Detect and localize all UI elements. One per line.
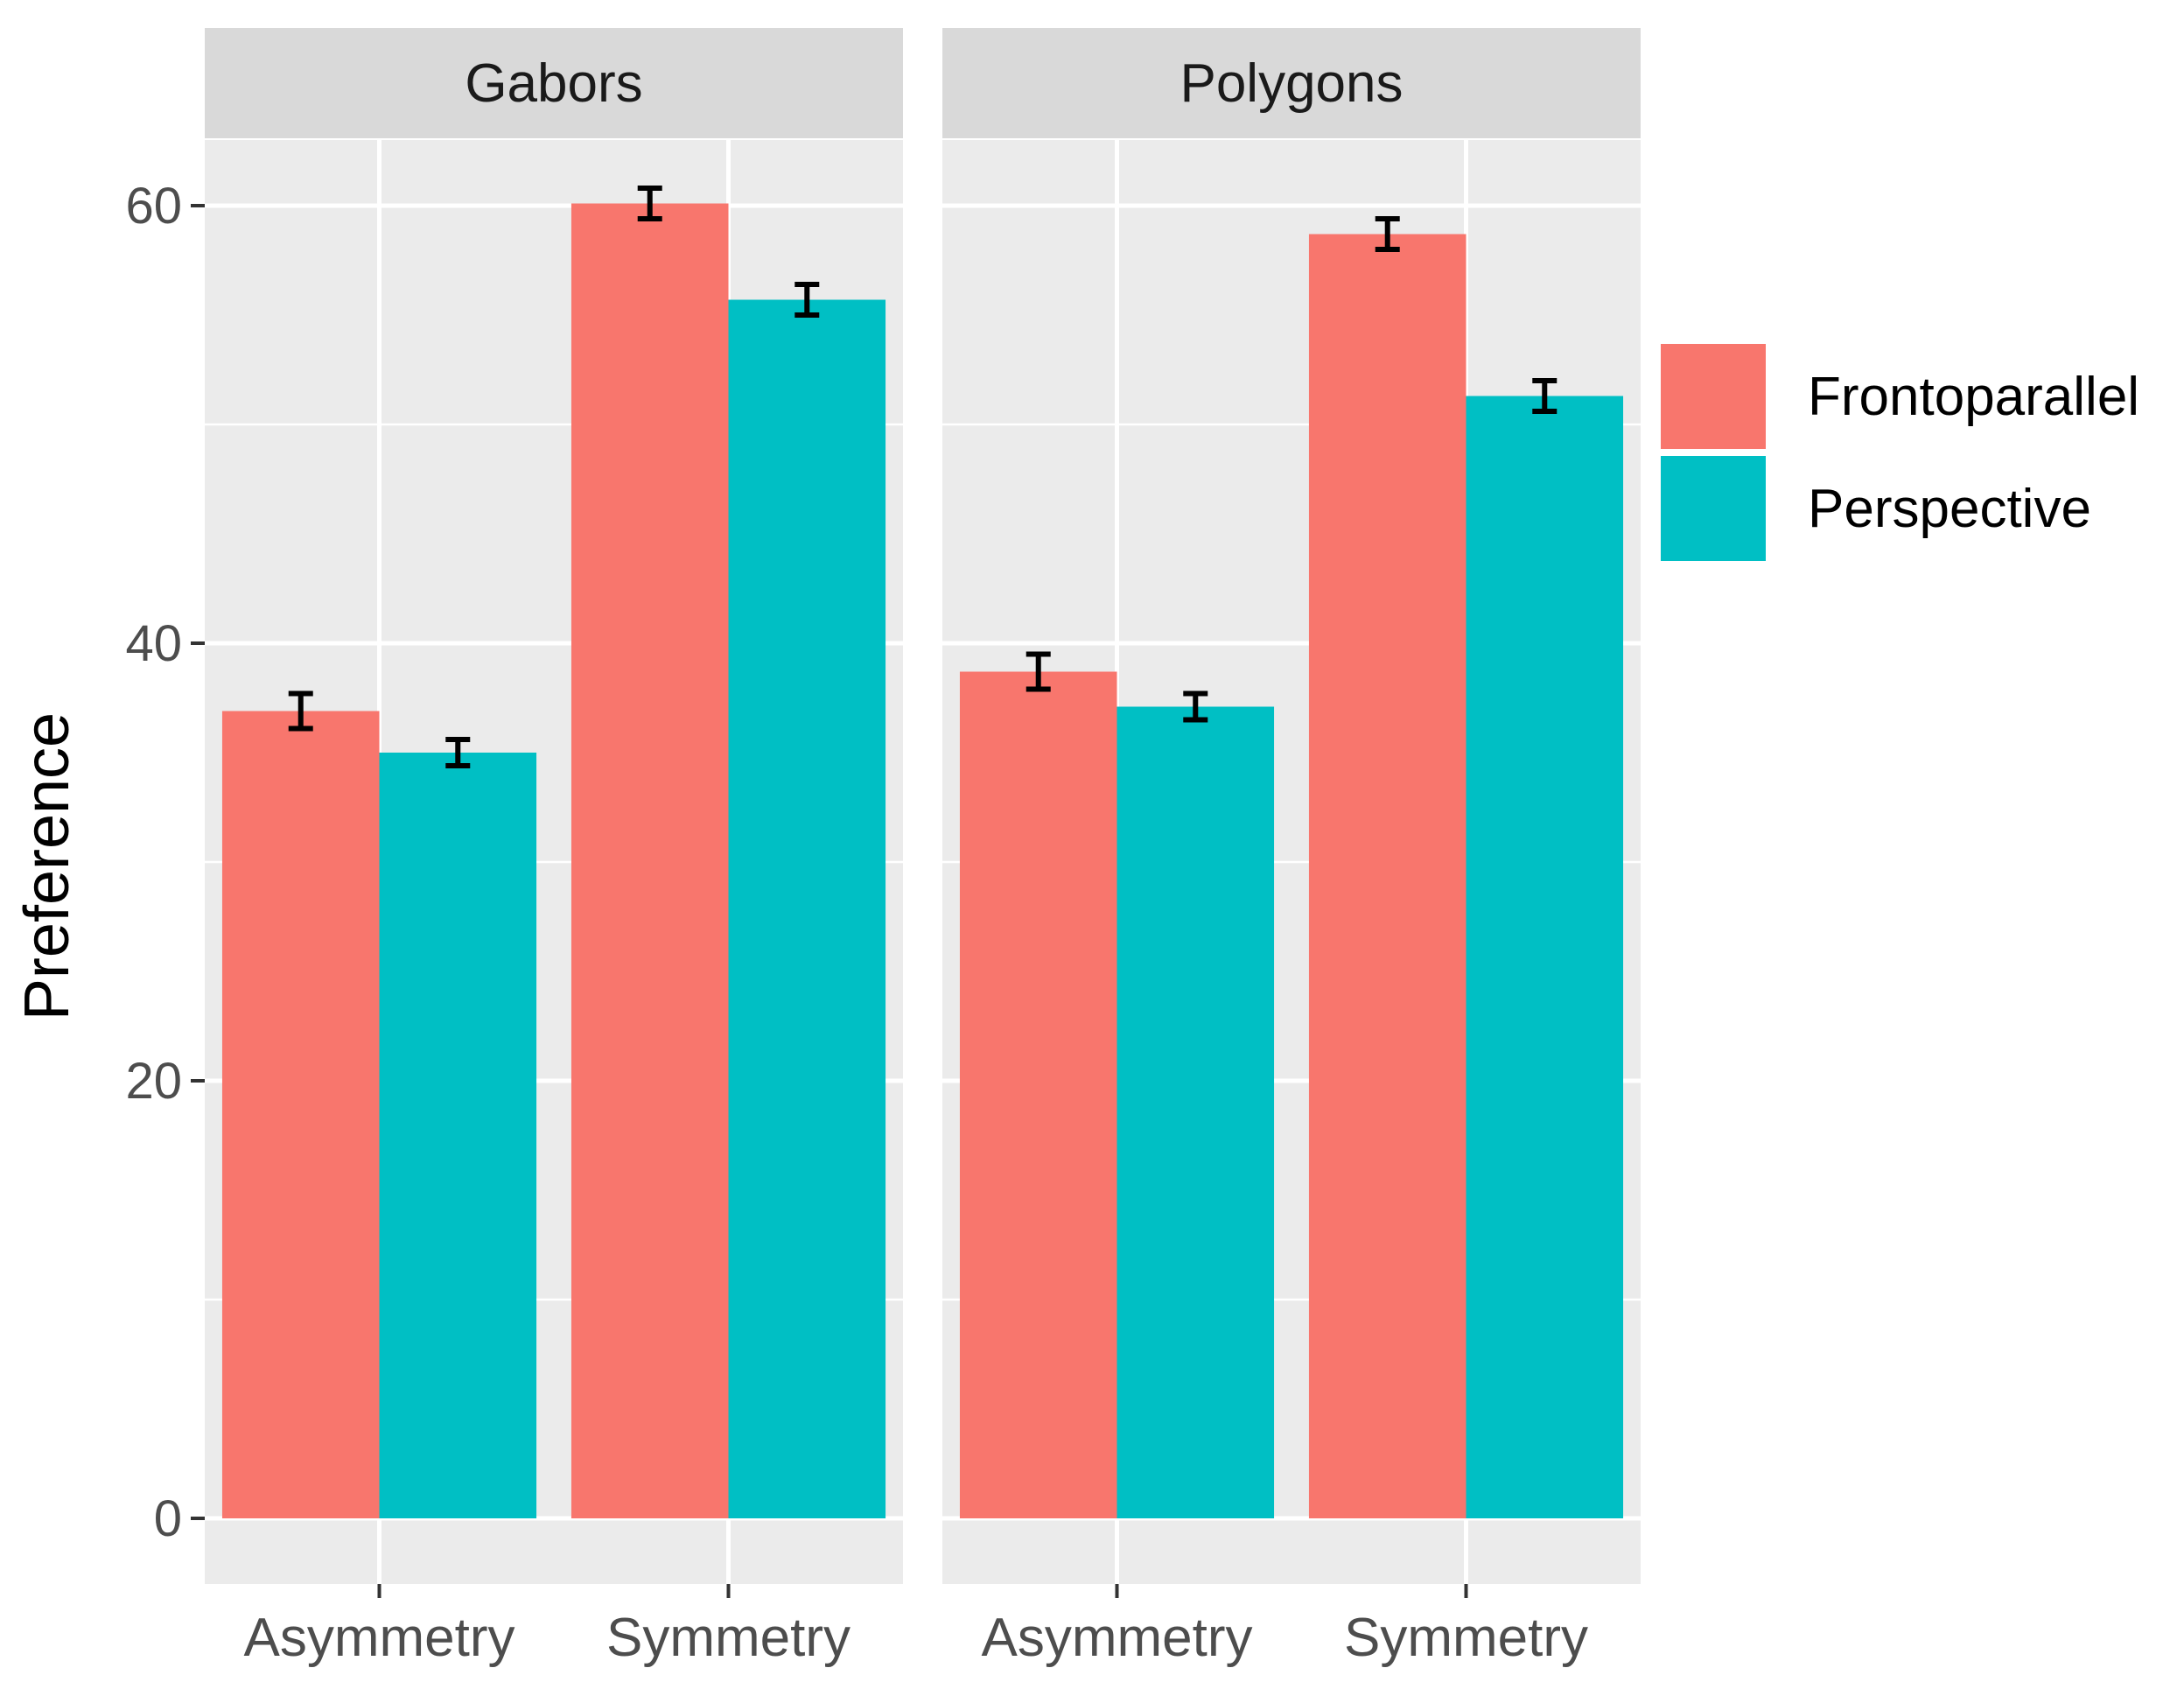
y-tick-label: 60 (125, 178, 182, 235)
legend-label-frontoparallel: Frontoparallel (1808, 367, 2139, 427)
legend-label-perspective: Perspective (1808, 479, 2091, 539)
error-bar-gabors-symmetry-perspective (794, 282, 820, 318)
error-bar-polygons-symmetry-frontoparallel (1375, 216, 1400, 252)
facet-strip (942, 28, 1641, 138)
y-tick-label: 40 (125, 615, 182, 672)
legend: Frontoparallel Perspective (1661, 344, 2139, 561)
x-tick-label: Symmetry (1344, 1608, 1588, 1668)
bar-gabors-asymmetry-perspective (379, 753, 537, 1518)
facet-strip (205, 28, 903, 138)
x-tick-label: Asymmetry (982, 1608, 1253, 1668)
facet-strip-label: Polygons (1180, 53, 1403, 114)
bar-gabors-symmetry-perspective (728, 299, 886, 1518)
panels-layer: Gabors Asymmetry Symmetry Polygons Asymmetry… (205, 28, 1641, 1668)
bar-polygons-asymmetry-perspective (1116, 706, 1275, 1518)
error-bar-gabors-asymmetry-frontoparallel (288, 690, 313, 732)
legend-key-perspective (1661, 456, 1766, 561)
bar-gabors-asymmetry-frontoparallel (221, 711, 380, 1518)
bar-polygons-asymmetry-frontoparallel (959, 671, 1117, 1518)
facet-panel-polygons: Polygons Asymmetry Symmetry (942, 28, 1641, 1668)
legend-key-frontoparallel (1661, 344, 1766, 449)
y-tick-label: 0 (154, 1490, 182, 1547)
error-bar-gabors-symmetry-frontoparallel (637, 186, 662, 221)
error-bar-polygons-symmetry-perspective (1532, 378, 1558, 414)
facet-strip-label: Gabors (465, 53, 642, 114)
error-bar-polygons-asymmetry-frontoparallel (1026, 651, 1051, 692)
bar-polygons-symmetry-perspective (1466, 396, 1624, 1518)
bar-gabors-symmetry-frontoparallel (570, 203, 729, 1518)
x-tick-label: Asymmetry (244, 1608, 515, 1668)
y-axis-title: Preference (12, 712, 82, 1020)
y-axis: 0 20 40 60 (125, 178, 205, 1547)
y-tick-label: 20 (125, 1053, 182, 1110)
facet-panel-gabors: Gabors Asymmetry Symmetry (205, 28, 903, 1668)
error-bar-gabors-asymmetry-perspective (445, 737, 471, 768)
bar-polygons-symmetry-frontoparallel (1308, 234, 1466, 1518)
error-bar-polygons-asymmetry-perspective (1183, 690, 1208, 723)
x-tick-label: Symmetry (606, 1608, 850, 1668)
